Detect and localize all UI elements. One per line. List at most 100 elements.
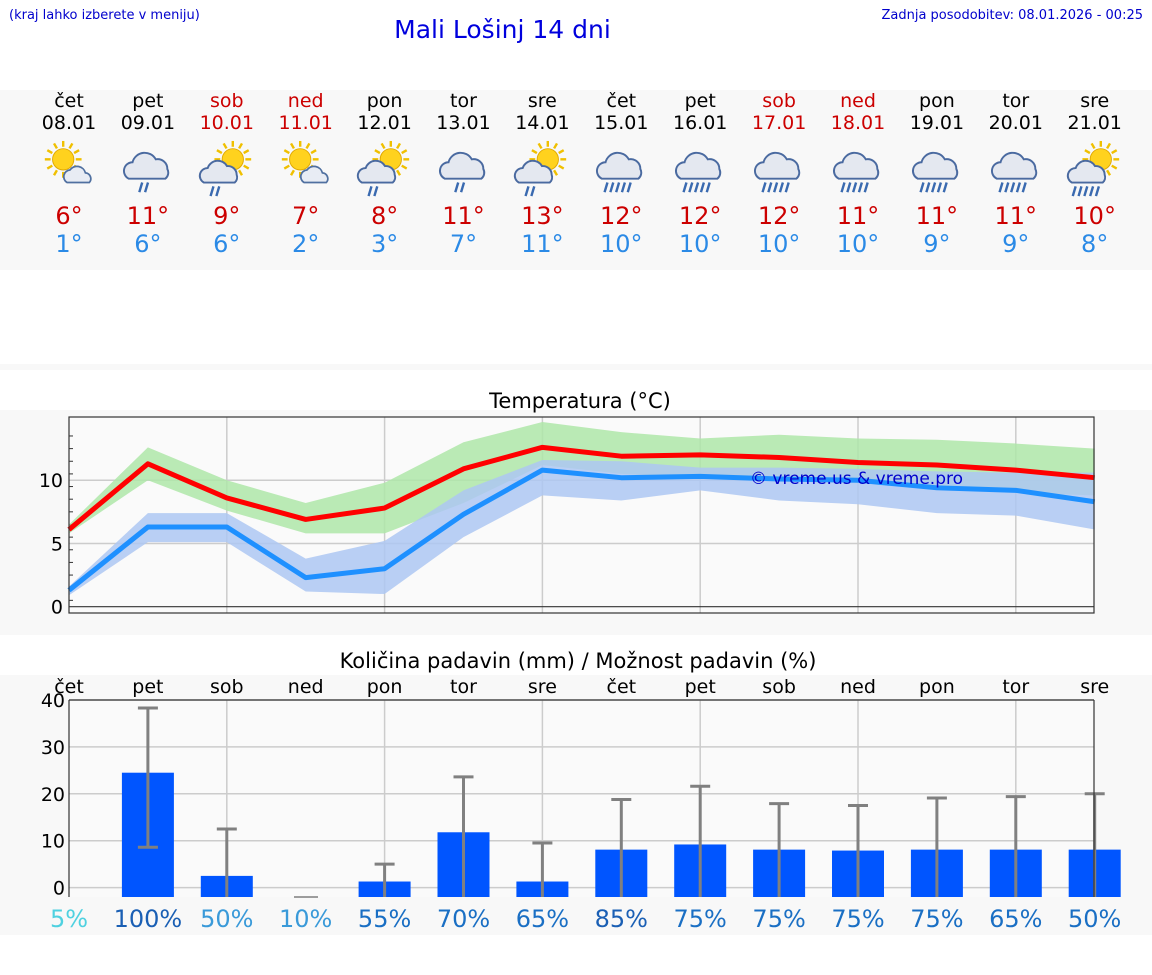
day-date: 18.01 [830, 112, 886, 134]
precipitation-probability: 100% [114, 905, 183, 933]
min-temperature: 10° [678, 230, 722, 258]
day-date: 09.01 [120, 112, 176, 134]
rain-ytick: 20 [41, 784, 65, 806]
day-name: pon [366, 90, 403, 112]
day-name: pet [132, 90, 164, 112]
day-column-17.01: sob 17.01 12° 10° [739, 90, 819, 258]
min-temperature-line [67, 467, 1096, 593]
page-title: Mali Lošinj 14 dni [394, 15, 611, 44]
day-column-15.01: čet 15.01 12° 10° [581, 90, 661, 258]
max-temperature: 11° [836, 202, 880, 230]
heavy-rain-cloud-icon [675, 151, 722, 193]
day-column-21.01: sre 21.01 10° 8° [1055, 90, 1135, 258]
precipitation-probability: 50% [1068, 905, 1121, 933]
day-name: sre [1080, 90, 1110, 112]
heavy-rain-cloud-icon [911, 151, 959, 193]
max-temperature: 12° [757, 202, 801, 230]
rain-cloud-icon [438, 151, 485, 193]
day-column-20.01: tor 20.01 11° 9° [976, 90, 1056, 258]
rain-ytick: 10 [41, 831, 65, 853]
day-date: 10.01 [199, 112, 254, 134]
precipitation-probability: 70% [437, 905, 490, 933]
rain-ytick: 40 [41, 690, 65, 712]
heavy-rain-cloud-icon [832, 151, 880, 193]
rain-day-label: tor [450, 676, 477, 698]
day-date: 17.01 [751, 112, 807, 134]
max-temperature: 13° [521, 202, 564, 230]
precipitation-probability: 75% [752, 905, 805, 933]
sun-cloud-rain-icon [514, 140, 567, 197]
precipitation-probability: 85% [595, 905, 648, 933]
rain-day-label: čet [54, 676, 84, 698]
rain-day-label: sre [1080, 676, 1109, 698]
day-column-18.01: ned 18.01 11° 10° [818, 90, 898, 258]
sun-cloud-icon [281, 140, 329, 184]
day-name: tor [450, 90, 477, 112]
day-date: 19.01 [909, 112, 965, 134]
day-column-14.01: sre 14.01 13° 11° [502, 90, 582, 258]
precipitation-chart-title: Količina padavin (mm) / Možnost padavin … [340, 649, 817, 673]
day-column-11.01: ned 11.01 7° 2° [266, 90, 346, 258]
rain-day-label: pet [132, 676, 163, 698]
day-column-08.01: čet 08.01 6° 1° [29, 90, 109, 258]
day-date: 15.01 [594, 112, 649, 134]
temp-ytick: 0 [51, 597, 63, 619]
precipitation-probability: 65% [516, 905, 569, 933]
min-temperature: 3° [370, 230, 399, 258]
rain-day-label: čet [607, 676, 637, 698]
rain-day-label: ned [288, 676, 324, 698]
day-column-19.01: pon 19.01 11° 9° [897, 90, 977, 258]
day-date: 16.01 [672, 112, 728, 134]
min-temperature: 10° [757, 230, 801, 258]
precipitation-probability: 10% [279, 905, 332, 933]
day-name: sob [210, 90, 244, 112]
min-temperature: 11° [521, 230, 564, 258]
precipitation-probability: 75% [910, 905, 963, 933]
heavy-rain-cloud-icon [754, 151, 801, 193]
sun-cloud-rain-icon [198, 140, 251, 197]
day-name: tor [1002, 90, 1030, 112]
precipitation-probability: 65% [989, 905, 1042, 933]
day-name: čet [54, 90, 84, 112]
sun-cloud-heavy-rain-icon [1066, 140, 1119, 197]
min-temperature-band [69, 459, 1095, 596]
day-date: 20.01 [988, 112, 1043, 134]
day-name: ned [287, 90, 324, 112]
day-name: pon [919, 90, 955, 112]
precipitation-probability: 55% [358, 905, 411, 933]
min-temperature: 1° [55, 230, 83, 258]
day-date: 14.01 [515, 112, 570, 134]
precipitation-probability: 50% [200, 905, 253, 933]
max-temperature: 6° [55, 202, 83, 230]
rain-ytick: 30 [41, 737, 65, 759]
sun-cloud-icon [44, 140, 92, 184]
day-date: 13.01 [436, 112, 491, 134]
min-temperature: 7° [449, 230, 478, 258]
precipitation-probability: 5% [50, 905, 88, 933]
day-column-09.01: pet 09.01 11° 6° [108, 90, 188, 258]
rain-day-label: sre [528, 676, 557, 698]
min-temperature: 8° [1081, 230, 1109, 258]
rain-day-label: pet [685, 676, 716, 698]
max-temperature: 7° [292, 202, 320, 230]
day-date: 12.01 [357, 112, 412, 134]
max-temperature: 10° [1073, 202, 1116, 230]
max-temperature-band [69, 422, 1095, 534]
day-name: sob [762, 90, 796, 112]
max-temperature: 12° [678, 202, 722, 230]
heavy-rain-cloud-icon [990, 151, 1038, 193]
day-date: 08.01 [41, 112, 97, 134]
min-temperature: 2° [292, 230, 320, 258]
day-date: 21.01 [1067, 112, 1122, 134]
rain-day-label: pon [919, 676, 955, 698]
max-temperature: 8° [370, 202, 399, 230]
min-temperature: 9° [923, 230, 951, 258]
min-temperature: 9° [1002, 230, 1030, 258]
location-hint: (kraj lahko izberete v meniju) [9, 8, 200, 23]
temp-ytick: 10 [39, 470, 63, 492]
min-temperature: 10° [836, 230, 880, 258]
min-temperature: 10° [600, 230, 643, 258]
day-name: pet [684, 90, 716, 112]
max-temperature: 11° [994, 202, 1038, 230]
